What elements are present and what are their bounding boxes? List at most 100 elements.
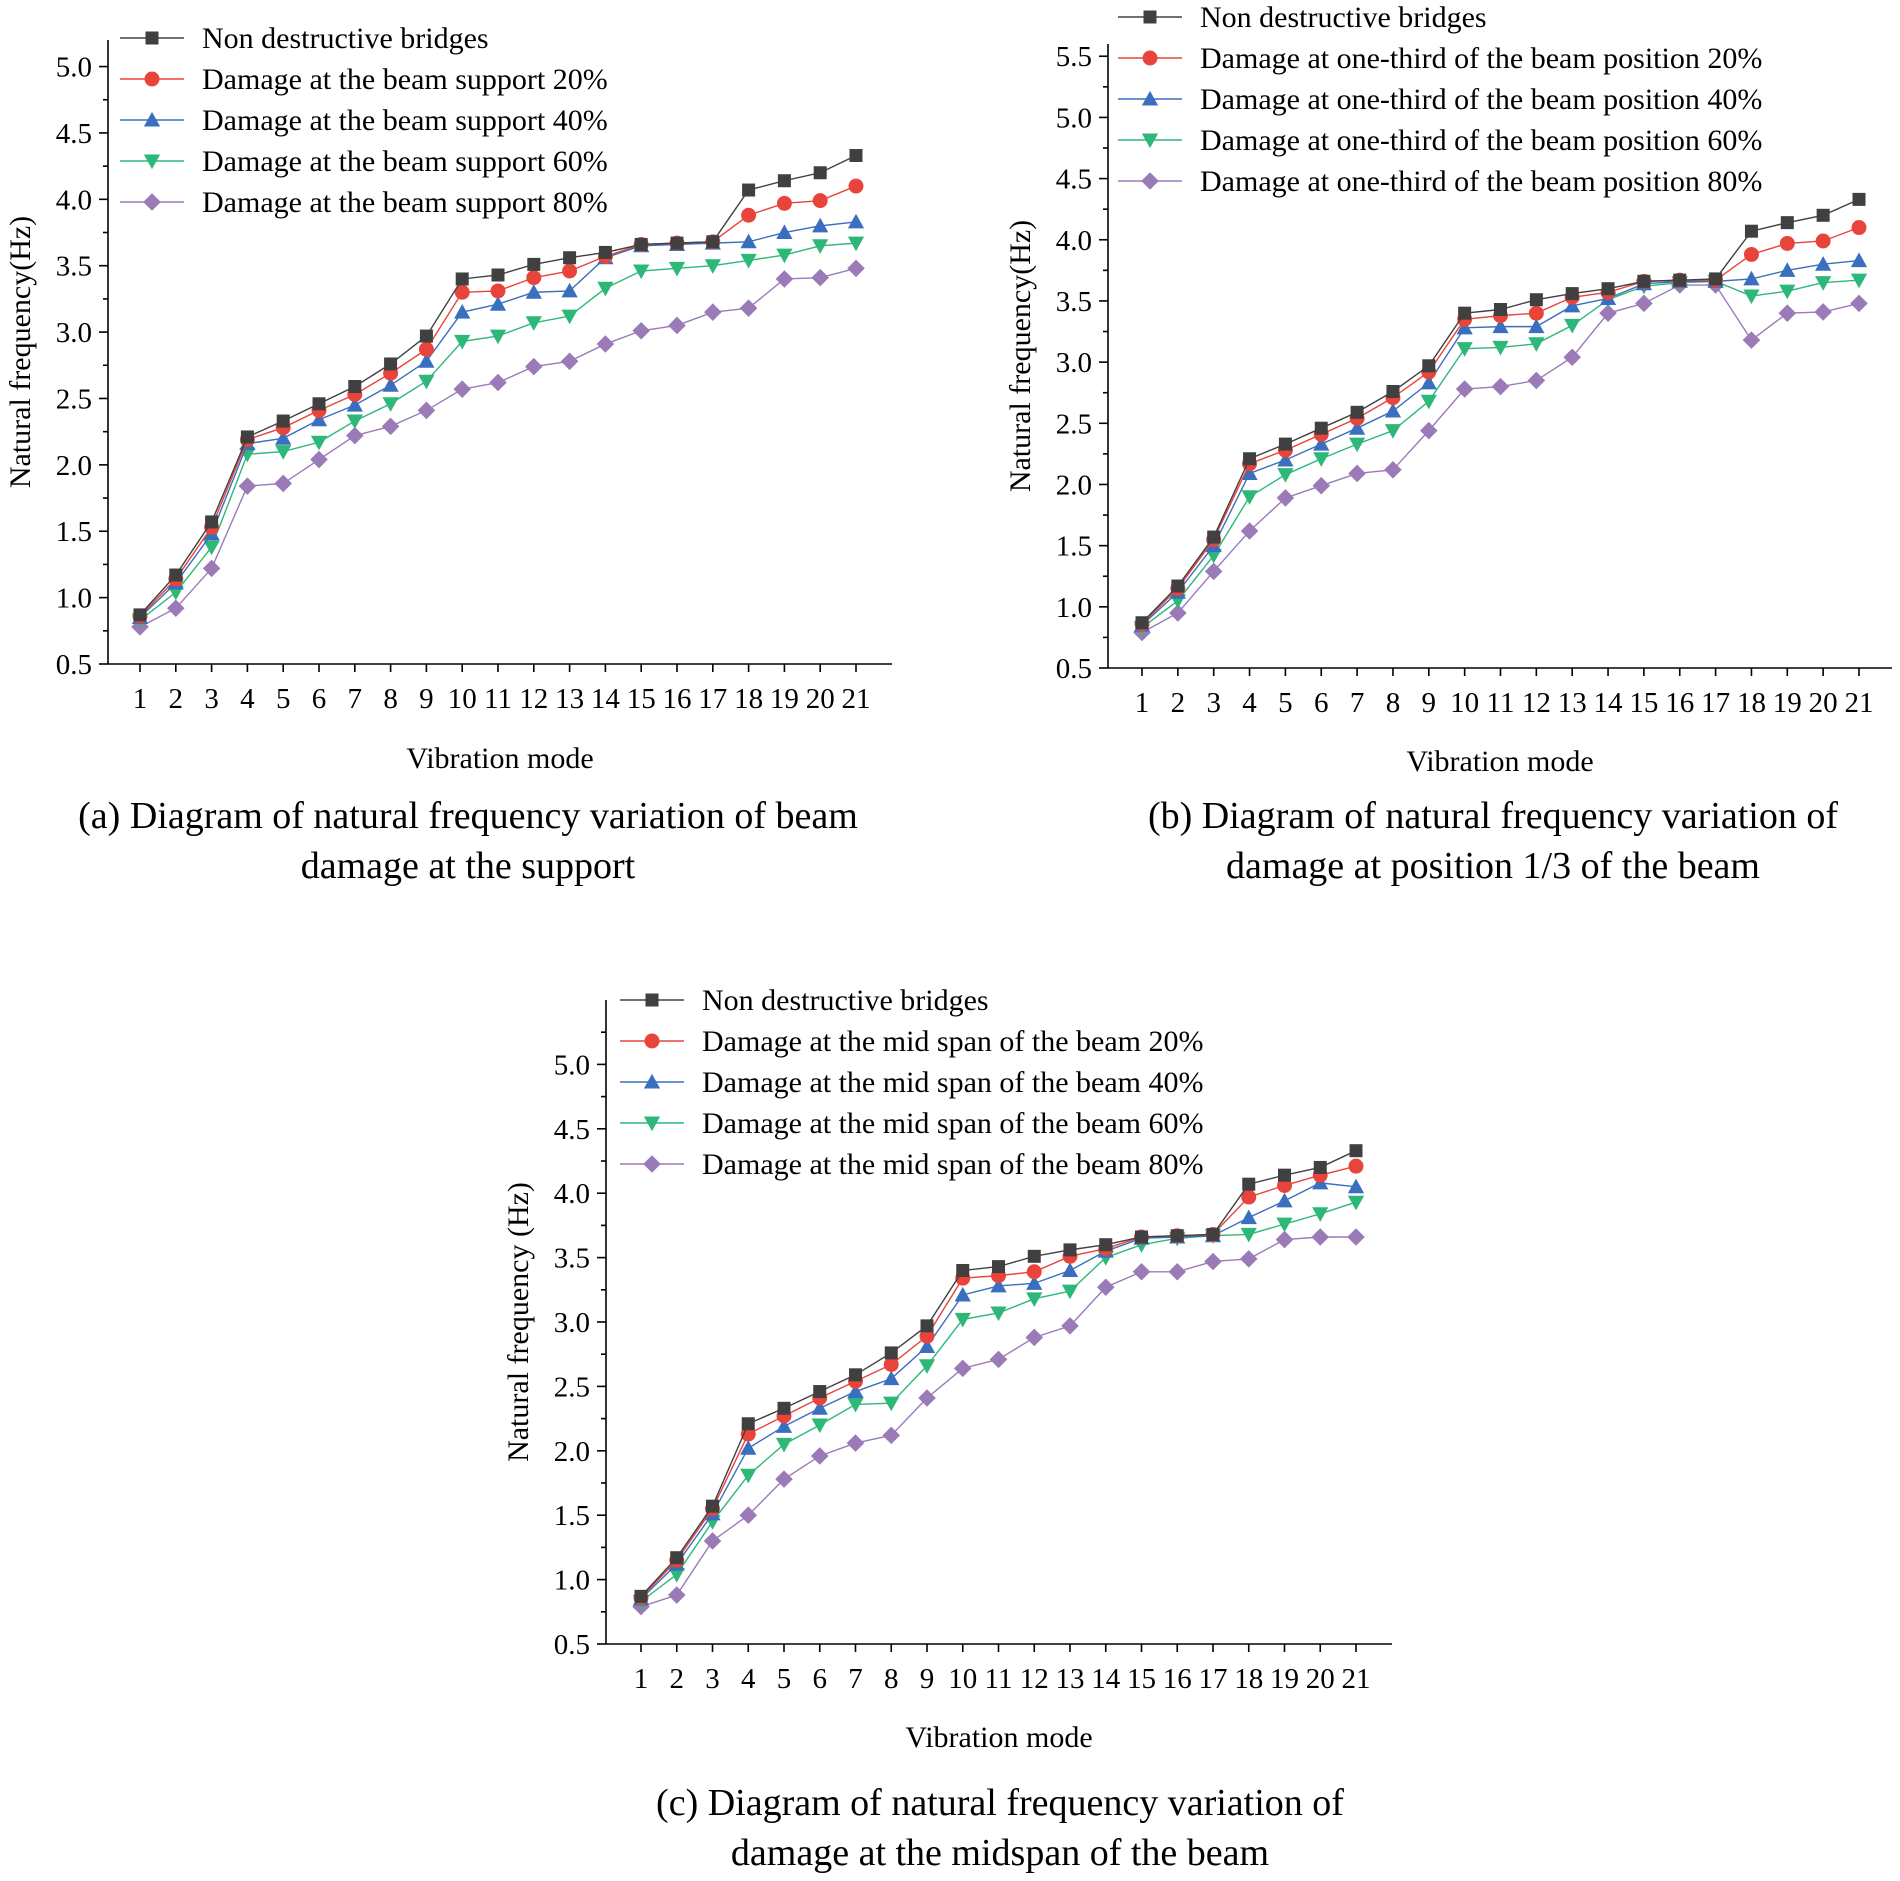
chart-a-series-2-point [561, 282, 578, 298]
chart-b-series-0-point [1673, 273, 1687, 287]
chart-b-series-2-point [1313, 435, 1330, 451]
chart-b-x-tick-label: 8 [1386, 687, 1401, 719]
chart-b-x-tick-label: 5 [1278, 687, 1293, 719]
chart-b-series-3-point [1779, 284, 1796, 300]
chart-c-series-0-point [1170, 1229, 1184, 1243]
chart-a-x-tick-label: 19 [770, 683, 799, 715]
chart-c-x-tick-label: 18 [1234, 1663, 1263, 1695]
chart-c-x-tick-label: 19 [1270, 1663, 1299, 1695]
chart-c-series-0-point [1206, 1227, 1220, 1241]
chart-b-series-0-point [1780, 216, 1794, 230]
chart-b-legend-marker [1142, 50, 1158, 66]
chart-c-series-3-point [775, 1437, 793, 1453]
chart-a-series-1-line [139, 185, 857, 617]
chart-a-series-0-point [205, 515, 219, 529]
chart-c-y-tick-label: 2.5 [554, 1371, 590, 1403]
chart-c-series-4-point [810, 1447, 829, 1465]
chart-c-series-3-point [740, 1468, 757, 1484]
chart-b-series-0-point [1314, 421, 1328, 435]
chart-a-x-tick-label: 1 [133, 683, 148, 715]
caption-b-line2: damage at position 1/3 of the beam [1226, 845, 1760, 887]
chart-c-x-tick-label: 12 [1020, 1663, 1049, 1695]
chart-a-series-2-point [740, 233, 757, 249]
chart-b-series-4-point [1348, 464, 1366, 483]
chart-a-x-tick-label: 14 [591, 683, 621, 715]
chart-a-series-0-point [777, 174, 791, 188]
chart-c-series-0-point [1135, 1230, 1148, 1244]
chart-c-series-2-point [1240, 1209, 1257, 1225]
chart-c-y-tick-label: 4.5 [554, 1114, 590, 1146]
chart-a-series-0-point [348, 380, 362, 394]
chart-c-series-2-point [954, 1286, 971, 1302]
chart-a-x-tick-label: 10 [448, 683, 477, 715]
chart-a-series-0-point [384, 357, 398, 371]
chart-a-series-4-point [560, 352, 579, 371]
chart-c-series-4-point [1061, 1317, 1079, 1335]
chart-b-y-tick-label: 1.5 [1056, 531, 1092, 563]
chart-a-series-4-point [847, 259, 865, 278]
chart-c-y-tick-label: 1.5 [554, 1500, 590, 1532]
chart-a-y-tick-label: 2.0 [56, 450, 92, 482]
chart-c-series-4-point [953, 1359, 972, 1378]
chart-c-x-tick-label: 21 [1342, 1663, 1371, 1695]
chart-b-x-tick-label: 14 [1594, 687, 1624, 719]
chart-c-series-2-line [640, 1182, 1357, 1600]
chart-c-series-1-point [919, 1328, 935, 1344]
chart-a-series-0-point [276, 414, 290, 428]
chart-b-y-tick-label: 2.0 [1056, 469, 1092, 501]
chart-b-series-3-point [1815, 276, 1832, 291]
chart-a-y-tick-label: 4.5 [56, 118, 92, 150]
chart-a-y-tick-label: 3.0 [56, 317, 92, 349]
chart-c-legend-label: Damage at the mid span of the beam 20% [702, 1025, 1204, 1058]
chart-b-y-tick-label: 3.5 [1056, 286, 1092, 318]
chart-b-series-4-point [1312, 476, 1331, 495]
chart-c-x-tick-label: 11 [985, 1663, 1013, 1695]
chart-c-y-tick-label: 3.5 [554, 1243, 590, 1275]
chart-c-series-1-point [1277, 1177, 1292, 1193]
chart-a-series-4-point [202, 559, 221, 578]
chart-b-x-tick-label: 19 [1773, 687, 1802, 719]
chart-c-series-4-point [775, 1470, 793, 1488]
chart-c-series-3-point [1026, 1292, 1043, 1307]
chart-a-series-0-point [563, 251, 577, 265]
chart-a-x-tick-label: 11 [484, 683, 512, 715]
chart-b-series-2-point [1564, 297, 1581, 313]
chart-a-series-0-point [419, 329, 433, 343]
chart-a-series-3-point [847, 236, 865, 252]
chart-a-series-4-point [525, 357, 543, 376]
chart-b-series-3-point [1456, 342, 1473, 357]
chart-a-series-3-point [310, 435, 328, 451]
chart-a-series-1-point [418, 341, 434, 357]
chart-a-legend-label: Damage at the beam support 40% [202, 104, 608, 137]
chart-a-series-3-point [668, 261, 686, 277]
chart-c-series-4-point [918, 1389, 936, 1407]
chart-c-series-4-point [667, 1586, 686, 1604]
chart-a-series-4-point [739, 299, 758, 317]
chart-c-y-tick-label: 1.0 [554, 1565, 590, 1597]
chart-c-series-2-point [847, 1383, 864, 1399]
chart-b-series-0-point [1386, 384, 1400, 398]
chart-b-series-2-point [1241, 465, 1258, 480]
chart-a-series-0-point [813, 166, 827, 180]
chart-b-x-tick-label: 20 [1809, 687, 1838, 719]
chart-a-legend-label: Non destructive bridges [202, 22, 489, 55]
chart-a-series-4-point [489, 373, 507, 392]
chart-c-y-tick-label: 5.0 [554, 1049, 590, 1081]
chart-b-series-1-point [1779, 235, 1795, 251]
chart-b-legend-label: Damage at one-third of the beam position… [1200, 83, 1762, 116]
chart-b-series-2-point [1348, 420, 1366, 435]
chart-c-y-tick-label: 0.5 [554, 1629, 590, 1661]
caption-a-line1: (a) Diagram of natural frequency variati… [78, 795, 858, 837]
chart-a-series-0-point [527, 257, 541, 271]
chart-c-legend-marker [643, 1073, 661, 1089]
chart-a-series-0-point [849, 149, 863, 163]
chart-c-series-3-point [1240, 1227, 1257, 1243]
chart-a-series-2-point [847, 213, 865, 229]
chart-c-series-2-point [1061, 1262, 1079, 1277]
chart-a-series-3-point [704, 259, 721, 274]
chart-a-series-3-point [346, 414, 363, 430]
chart-b-series-3-point [1850, 273, 1868, 289]
chart-b-series-4-point [1455, 380, 1474, 398]
caption-c-line1: (c) Diagram of natural frequency variati… [656, 1782, 1344, 1824]
chart-b-series-2-point [1528, 318, 1545, 334]
